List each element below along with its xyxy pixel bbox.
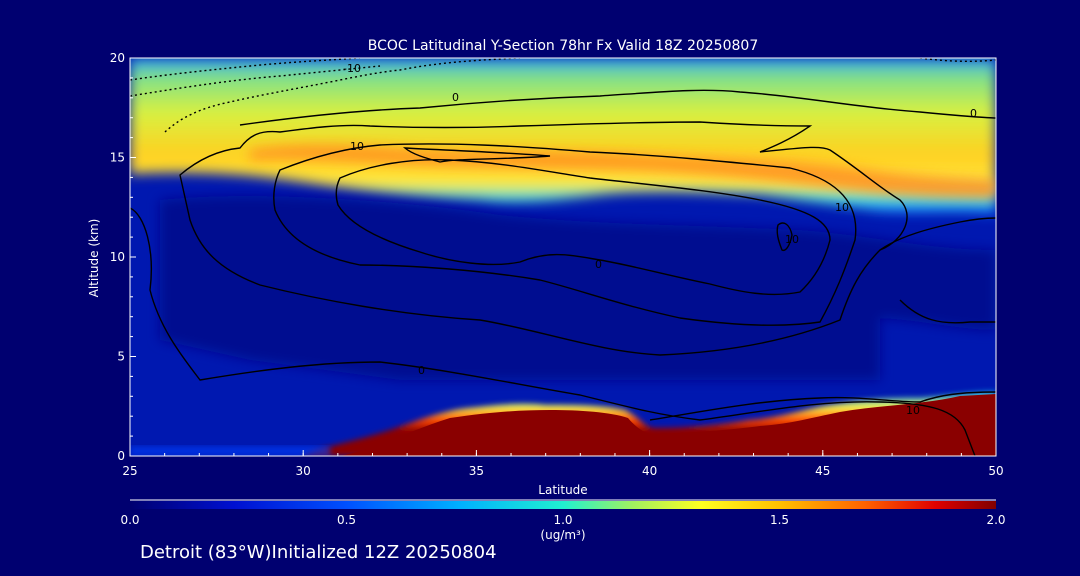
contour-surface (649, 391, 996, 421)
colorbar-tick-label: 1.5 (770, 513, 789, 527)
y-tick-label: 10 (110, 250, 125, 264)
contour-inner-zero (179, 121, 908, 356)
contour-zero-mid (239, 89, 996, 126)
contour-labels: -10 0 0 10 10 10 0 0 10 (343, 62, 977, 417)
contour-label-1: -10 (343, 62, 361, 75)
contour-label-3: 0 (970, 107, 977, 120)
colorbar-tick-label: 1.0 (553, 513, 572, 527)
contour-label-6: 10 (785, 233, 799, 246)
footer-caption: Detroit (83°W)Initialized 12Z 20250804 (140, 542, 497, 563)
contour-label-5: 10 (835, 201, 849, 214)
contour-label-2: 0 (452, 91, 459, 104)
y-tick-label: 20 (110, 51, 125, 65)
colorbar-tick-label: 2.0 (986, 513, 1005, 527)
x-tick-label: 30 (296, 464, 311, 478)
x-tick-label: 45 (815, 464, 830, 478)
contour-outer-zero (130, 207, 976, 456)
y-tick-label: 5 (117, 350, 125, 364)
deep-blue-region (160, 195, 996, 380)
y-tick-label: 0 (117, 449, 125, 463)
colorbar-tick-label: 0.0 (120, 513, 139, 527)
x-tick-label: 50 (988, 464, 1003, 478)
contour-ten (273, 143, 857, 326)
surface-core (340, 394, 996, 456)
contour-ten-inner (335, 158, 831, 296)
concentration-field: -10 0 0 10 10 10 0 0 10 (130, 58, 996, 456)
colorbar (130, 501, 996, 509)
contour-label-7: 0 (595, 258, 602, 271)
contour-right (879, 217, 996, 251)
contour-dotted-top (130, 58, 996, 133)
x-tick-label: 25 (122, 464, 137, 478)
contour-label-9: 10 (906, 404, 920, 417)
orange-core (250, 145, 996, 198)
colorbar-ticks: 0.0 0.5 1.0 1.5 2.0 (120, 513, 1005, 527)
contour-right-low (899, 299, 996, 324)
contour-small-loop (776, 222, 793, 252)
contour-label-8: 0 (418, 364, 425, 377)
contour-wedge (402, 147, 551, 163)
x-axis: 25 30 35 40 45 50 (122, 450, 1004, 478)
contour-lines (130, 58, 996, 456)
x-tick-label: 40 (642, 464, 657, 478)
x-tick-label: 35 (469, 464, 484, 478)
colorbar-label: (ug/m³) (540, 528, 585, 542)
y-axis-label: Altitude (km) (87, 219, 101, 298)
surface-haze (130, 446, 330, 456)
y-tick-label: 15 (110, 151, 125, 165)
contour-label-4: 10 (350, 140, 364, 153)
colorbar-tick-label: 0.5 (337, 513, 356, 527)
chart-title: BCOC Latitudinal Y-Section 78hr Fx Valid… (368, 38, 758, 54)
y-axis: 0 5 10 15 20 (110, 51, 136, 463)
x-axis-label: Latitude (538, 483, 587, 497)
